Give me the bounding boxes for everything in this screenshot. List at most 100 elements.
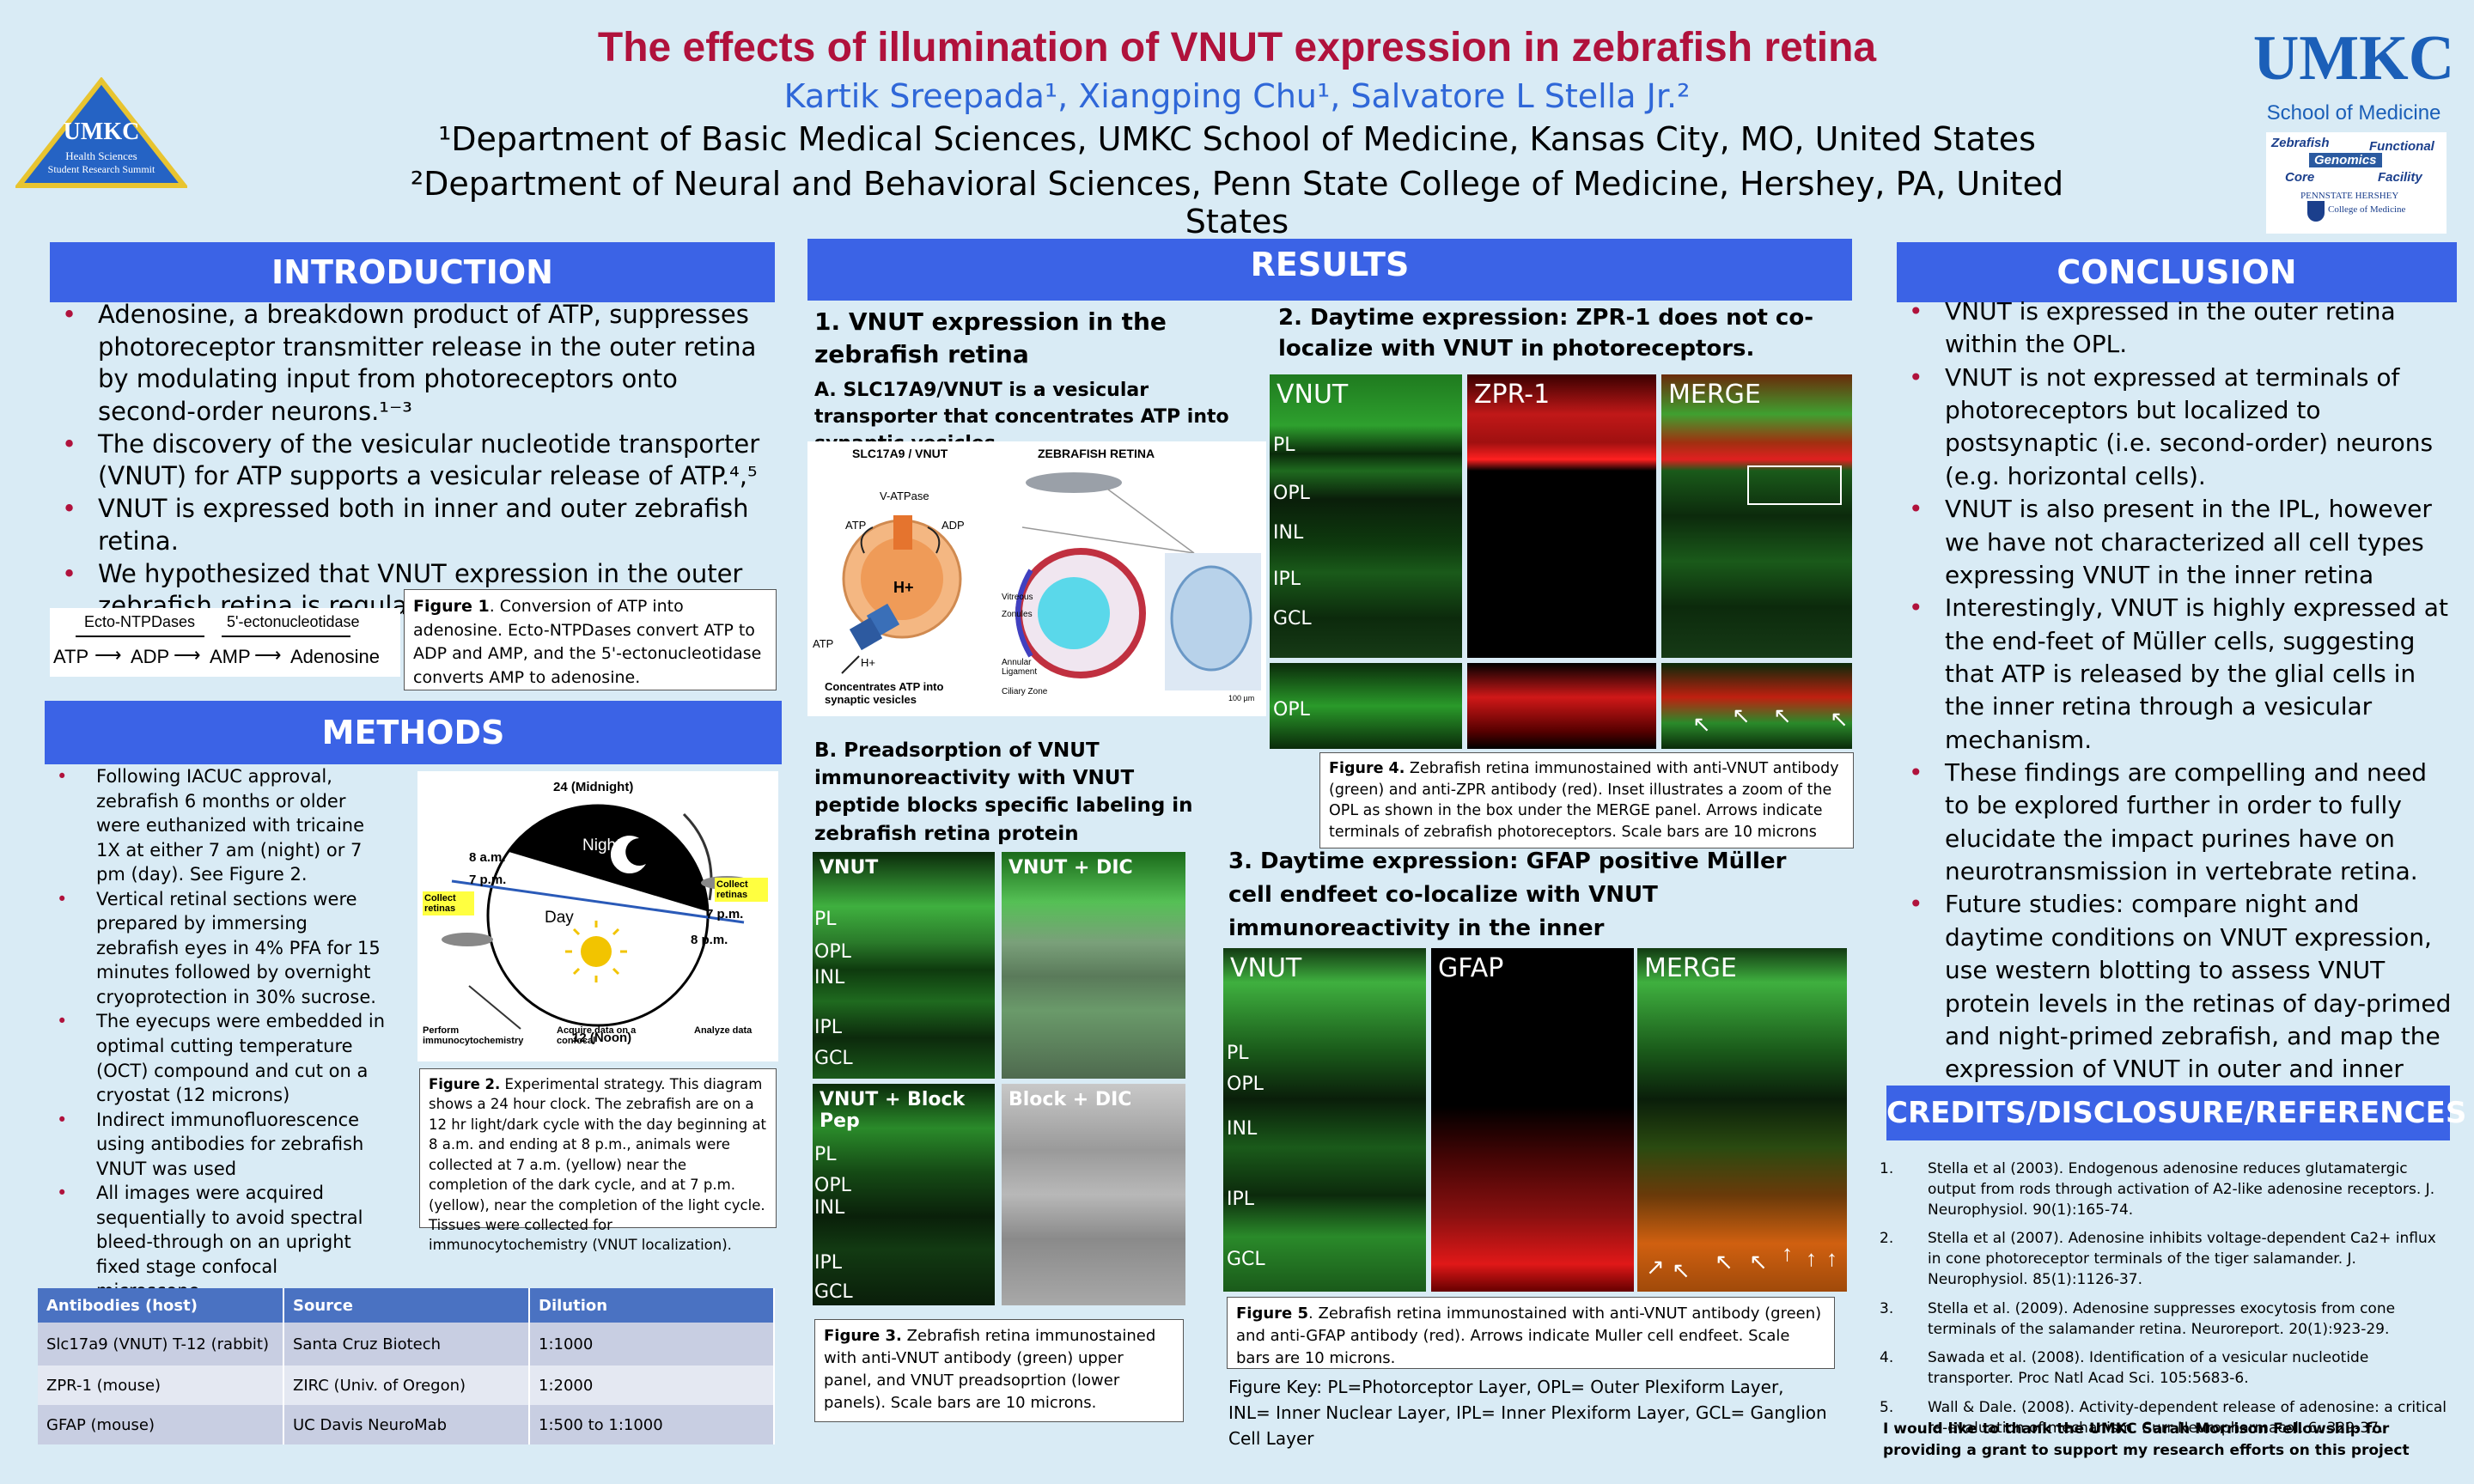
methods-bullet: All images were acquired sequentially to…: [45, 1181, 388, 1304]
zoom-layer-label-opl: OPL: [1273, 699, 1310, 721]
conclusion-bullets: VNUT is expressed in the outer retina wi…: [1897, 295, 2457, 1119]
methods-heading: METHODS: [45, 701, 782, 764]
figure-3-label: Figure 3.: [824, 1327, 902, 1345]
table-row: GFAP (mouse) UC Davis NeuroMab 1:500 to …: [38, 1405, 775, 1444]
clock-noon-label: 12 (Noon): [572, 1031, 632, 1045]
table-cell: 1:1000: [529, 1323, 775, 1365]
layer-label-gcl: GCL: [814, 1281, 853, 1303]
reference-item: 1. Stella et al (2003). Endogenous adenos…: [1880, 1159, 2447, 1220]
fig3-panel-block-pep: VNUT + Block Pep PL OPL INL IPL GCL: [813, 1084, 995, 1305]
reference-number: 2.: [1880, 1230, 1894, 1248]
layer-label-pl: PL: [814, 1144, 837, 1165]
fig4-panel-vnut: VNUT PL OPL INL IPL GCL: [1270, 374, 1462, 658]
pathway-enzyme-1: Ecto-NTPDases: [84, 613, 196, 630]
layer-label-ipl: IPL: [814, 1017, 843, 1038]
core-logo-text-6: PENNSTATE HERSHEY: [2300, 191, 2399, 201]
figure-key: Figure Key: PL=Photorceptor Layer, OPL= …: [1228, 1377, 1827, 1449]
pathway-bar-2: [222, 636, 350, 637]
core-logo-text-5: Facility: [2378, 170, 2422, 185]
conclusion-bullet: Future studies: compare night and daytim…: [1897, 888, 2457, 1119]
fig5-panel-gfap: GFAP: [1431, 948, 1634, 1292]
right-logo-main: UMKC: [2252, 23, 2455, 94]
layer-label-pl: PL: [814, 909, 837, 930]
fig3-panel-title: Block + DIC: [1008, 1089, 1132, 1110]
collect-retinas-right: Collect retinas: [715, 878, 768, 902]
atp-pathway-diagram: Ecto-NTPDases 5'-ectonucleotidase ATP ⟶ …: [50, 608, 400, 677]
layer-label-inl: INL: [814, 967, 845, 988]
results-section-3-title: 3. Daytime expression: GFAP positive Mül…: [1228, 848, 1787, 941]
schematic-annular: Annular Ligament: [1002, 658, 1038, 677]
core-logo-text-7: College of Medicine: [2328, 204, 2406, 215]
figure-5-caption: Figure 5. Zebrafish retina immunostained…: [1227, 1297, 1835, 1369]
core-logo-text-1: Zebrafish: [2271, 136, 2330, 150]
core-facility-logo: Zebrafish Functional Genomics Core Facil…: [2266, 132, 2447, 234]
fig4-panel-zpr1: ZPR-1: [1467, 374, 1656, 658]
figure-4-text: Zebrafish retina immunostained with anti…: [1329, 760, 1839, 841]
schematic-left-title: SLC17A9 / VNUT: [852, 447, 948, 460]
reference-item: 4. Sawada et al. (2008). Identification o…: [1880, 1348, 2447, 1390]
antibody-table: Antibodies (host) Source Dilution Slc17a…: [38, 1288, 775, 1451]
left-logo-sub1: Health Sciences: [65, 149, 137, 162]
right-logo: UMKC School of Medicine Zebrafish Functi…: [2251, 5, 2457, 237]
figure-4-label: Figure 4.: [1329, 760, 1405, 777]
results-section-1b-title: B. Preadsorption of VNUT immunoreactivit…: [814, 739, 1193, 845]
figure-3-text: Zebrafish retina immunostained with anti…: [824, 1327, 1156, 1413]
reference-text: Stella et al (2003). Endogenous adenosin…: [1928, 1160, 2435, 1219]
light-cycle-clock-diagram: 24 (Midnight) 12 (Noon) Night Day 8 a.m.…: [417, 771, 778, 1061]
table-row: ZPR-1 (mouse) ZIRC (Univ. of Oregon) 1:2…: [38, 1365, 775, 1405]
arrow-icon: ⟶: [94, 644, 122, 666]
conclusion-bullet: VNUT is not expressed at terminals of ph…: [1897, 362, 2457, 493]
figure-2-text: Experimental strategy. This diagram show…: [429, 1076, 767, 1254]
left-logo: UMKC Health Sciences Student Research Su…: [13, 76, 190, 189]
step-analyze-data: Analyze data: [694, 1025, 753, 1036]
table-header: Antibodies (host): [38, 1288, 284, 1323]
core-logo-text-2: Functional: [2369, 139, 2434, 154]
layer-label-pl: PL: [1273, 435, 1295, 456]
acknowledgement: I would like to thank the UMKC Sarah Mor…: [1883, 1420, 2410, 1459]
arrow-icon: ↑: [1782, 1240, 1793, 1266]
schematic-adp: ADP: [941, 519, 965, 532]
results-section-1-title: 1. VNUT expression in the zebrafish reti…: [814, 307, 1167, 368]
methods-bullet: Following IACUC approval, zebrafish 6 mo…: [45, 764, 388, 887]
intro-bullet: The discovery of the vesicular nucleotid…: [50, 429, 777, 493]
table-cell: Slc17a9 (VNUT) T-12 (rabbit): [38, 1323, 284, 1365]
fig3-panel-title: VNUT + Block Pep: [820, 1089, 966, 1132]
fig5-panel-merge: MERGE ↗ ↖ ↖ ↖ ↑ ↑ ↑: [1637, 948, 1847, 1292]
schematic-scale: 100 µm: [1228, 694, 1255, 702]
zoom-inset-box: [1747, 465, 1842, 505]
arrow-icon: ↖: [1732, 702, 1751, 728]
left-logo-sub2: Student Research Summit: [47, 163, 155, 175]
core-logo-text-3: Genomics: [2309, 153, 2382, 167]
layer-label-ipl: IPL: [1227, 1189, 1255, 1210]
schematic-zonules: Zonules: [1002, 610, 1033, 619]
clock-7pm-right-label: 7 p.m.: [706, 907, 744, 921]
layer-label-ipl: IPL: [814, 1252, 843, 1274]
layer-label-inl: INL: [1227, 1118, 1258, 1140]
penn-state-shield-icon: [2307, 201, 2325, 222]
arrow-icon: ↖: [1773, 702, 1792, 728]
layer-label-opl: OPL: [814, 1175, 851, 1196]
core-logo-text-4: Core: [2285, 170, 2315, 185]
arrow-icon: ⟶: [174, 644, 201, 666]
pathway-adenosine: Adenosine: [290, 646, 380, 667]
intro-bullet: Adenosine, a breakdown product of ATP, s…: [50, 299, 777, 429]
reference-number: 5.: [1880, 1398, 1894, 1416]
conclusion-heading: CONCLUSION: [1897, 242, 2457, 302]
arrow-icon: ⟶: [254, 644, 282, 666]
references-heading: CREDITS/DISCLOSURE/REFERENCES: [1886, 1086, 2466, 1140]
schematic-atp-bottom: ATP: [813, 637, 834, 650]
left-logo-main: UMKC: [63, 119, 140, 145]
poster-title: The effects of illumination of VNUT expr…: [597, 25, 1877, 70]
figure-1-caption: Figure 1. Conversion of ATP into adenosi…: [404, 589, 777, 690]
step-acquire-data: Acquire data on a confocal: [557, 1025, 637, 1046]
figure-3-caption: Figure 3. Zebrafish retina immunostained…: [814, 1319, 1184, 1422]
arrow-icon: ↑: [1806, 1245, 1817, 1271]
conclusion-bullet: These findings are compelling and need t…: [1897, 757, 2457, 888]
reference-text: Wall & Dale. (2008). Activity-dependent …: [1928, 1398, 2447, 1437]
fig3-panel-title: VNUT + DIC: [1008, 857, 1133, 879]
results-section-2-title: 2. Daytime expression: ZPR-1 does not co…: [1278, 305, 1813, 362]
fig3-panel-vnut-dic: VNUT + DIC: [1002, 852, 1185, 1079]
results-heading: RESULTS: [807, 239, 1852, 301]
schematic-atp-top: ATP: [845, 519, 867, 532]
pathway-atp: ATP: [53, 646, 89, 667]
